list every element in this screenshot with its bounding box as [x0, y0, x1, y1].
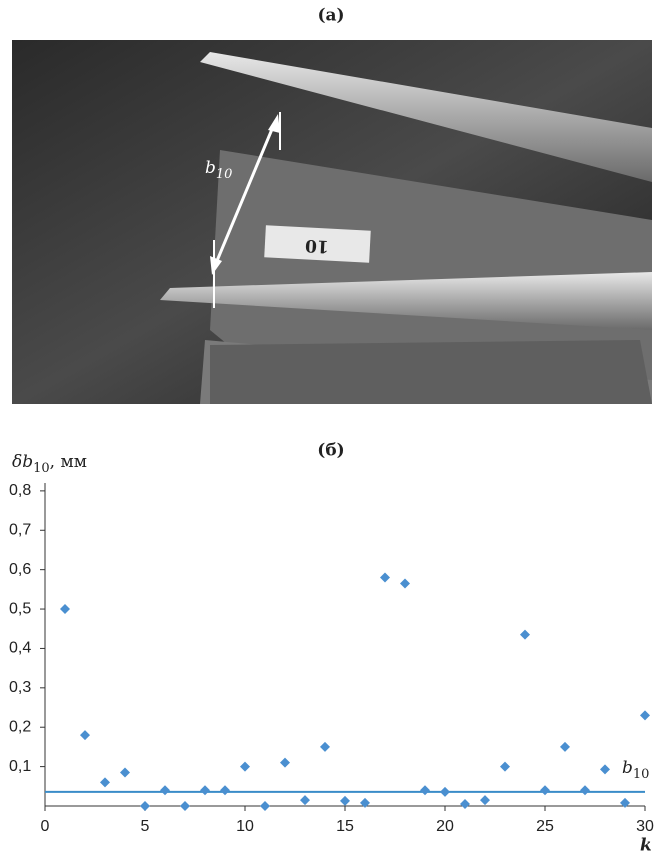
x-tick-label: 25: [536, 818, 554, 835]
dimension-sub: 10: [216, 167, 233, 182]
point: [380, 572, 390, 583]
y-tick-label: 0,7: [9, 521, 31, 538]
paper-sheet: [210, 340, 652, 404]
tag: [264, 225, 371, 263]
ylabel-main: δb: [12, 452, 33, 472]
y-tick-label: 0,4: [9, 640, 31, 657]
dimension-label: b10: [205, 158, 232, 182]
point: [560, 741, 570, 752]
y-tick-label: 0,8: [9, 482, 31, 499]
ylabel-unit: , мм: [50, 452, 87, 472]
chart-caption: (б): [317, 441, 344, 461]
point: [220, 785, 230, 796]
y-tick-label: 0,6: [9, 561, 31, 578]
point: [300, 795, 310, 806]
ylabel-sub: 10: [33, 461, 50, 476]
point: [200, 785, 210, 796]
arrow-head: [268, 114, 280, 133]
point: [260, 801, 270, 811]
y-tick-label: 0,2: [9, 718, 31, 735]
point: [140, 801, 150, 811]
x-axis-label: k: [640, 836, 652, 856]
point: [240, 761, 250, 772]
point: [360, 797, 370, 808]
photo-caption: (а): [317, 6, 344, 26]
x-tick-label: 10: [236, 818, 254, 835]
point: [500, 761, 510, 772]
point: [420, 785, 430, 796]
point: [180, 801, 190, 811]
point: [640, 710, 650, 721]
reference-label: b10: [622, 757, 649, 781]
point: [120, 767, 130, 778]
cone-upper: [200, 52, 652, 182]
y-tick-label: 0,5: [9, 600, 31, 617]
x-tick-label: 0: [41, 818, 50, 835]
point: [60, 604, 70, 615]
x-tick-label: 15: [336, 818, 354, 835]
tag-text: 10: [304, 235, 329, 256]
point: [280, 757, 290, 768]
x-tick-label: 30: [636, 818, 654, 835]
dimension-arrow: [212, 121, 277, 269]
point: [520, 629, 530, 640]
point: [440, 786, 450, 797]
point: [340, 795, 350, 806]
dimension-main: b: [205, 158, 216, 178]
point: [580, 785, 590, 796]
paper-sheet: [210, 150, 652, 404]
reference-label-main: b: [622, 757, 633, 777]
y-tick-label: 0,1: [9, 758, 31, 775]
point: [80, 730, 90, 741]
y-axis-label: δb10, мм: [12, 452, 87, 476]
reference-label-sub: 10: [633, 766, 650, 781]
point: [460, 799, 470, 810]
cone-lower: [160, 272, 652, 330]
point: [540, 785, 550, 796]
x-tick-label: 20: [436, 818, 454, 835]
point: [480, 795, 490, 806]
photo: 10 b10: [12, 40, 652, 404]
point: [620, 797, 630, 808]
point: [320, 741, 330, 752]
point: [100, 777, 110, 788]
y-tick-label: 0,3: [9, 679, 31, 696]
x-tick-label: 5: [141, 818, 150, 835]
point: [400, 578, 410, 589]
point: [600, 764, 610, 775]
point: [160, 785, 170, 796]
